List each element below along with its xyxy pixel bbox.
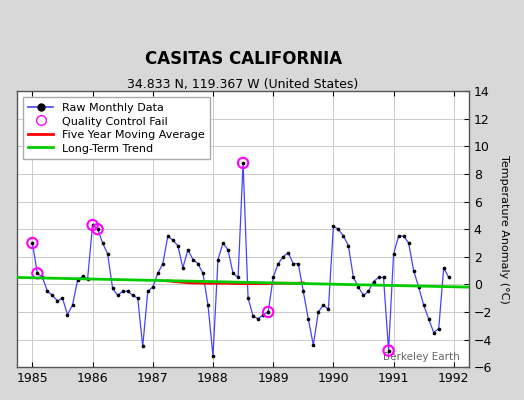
Text: Berkeley Earth: Berkeley Earth [383,352,460,362]
Point [324,306,333,312]
Point [339,233,347,239]
Point [264,309,272,315]
Point [385,347,393,354]
Point [405,240,413,246]
Point [304,316,312,322]
Text: CASITAS CALIFORNIA: CASITAS CALIFORNIA [145,50,342,68]
Point [234,274,242,281]
Point [33,270,41,276]
Point [434,325,443,332]
Point [385,347,393,354]
Point [309,342,318,348]
Point [43,288,52,294]
Point [424,316,433,322]
Point [53,298,62,304]
Point [414,284,423,290]
Point [289,260,298,267]
Point [374,274,383,281]
Point [409,267,418,274]
Point [199,270,207,276]
Point [169,237,177,243]
Point [134,295,142,301]
Point [349,274,357,281]
Point [128,292,137,298]
Point [89,222,97,228]
Point [103,251,112,257]
Point [144,288,152,294]
Point [159,260,167,267]
Point [163,233,172,239]
Point [204,302,212,308]
Point [28,240,37,246]
Point [173,242,182,249]
Point [259,312,267,318]
Point [38,274,47,281]
Point [79,273,87,279]
Y-axis label: Temperature Anomaly (°C): Temperature Anomaly (°C) [499,155,509,304]
Point [239,160,247,166]
Point [420,302,428,308]
Point [108,285,117,292]
Point [395,233,403,239]
Point [329,223,337,230]
Point [63,312,72,318]
Point [244,295,252,301]
Point [359,292,368,298]
Point [440,264,448,271]
Point [249,313,257,319]
Point [209,353,217,359]
Point [369,278,378,285]
Point [189,256,197,263]
Point [33,270,41,276]
Point [274,260,282,267]
Point [334,226,343,232]
Point [389,251,398,257]
Point [118,288,127,294]
Point [154,270,162,276]
Point [194,260,202,267]
Point [138,343,147,350]
Legend: Raw Monthly Data, Quality Control Fail, Five Year Moving Average, Long-Term Tren: Raw Monthly Data, Quality Control Fail, … [23,97,210,159]
Point [319,302,328,308]
Point [224,247,232,253]
Point [93,226,102,232]
Title: 34.833 N, 119.367 W (United States): 34.833 N, 119.367 W (United States) [127,78,359,91]
Point [124,288,132,294]
Point [379,274,388,281]
Point [254,316,263,322]
Point [68,302,77,308]
Point [294,260,302,267]
Point [179,264,187,271]
Point [299,288,308,294]
Point [99,240,107,246]
Point [314,309,322,315]
Point [344,242,353,249]
Point [229,270,237,276]
Point [214,256,222,263]
Point [264,309,272,315]
Point [149,284,157,290]
Point [73,277,82,284]
Point [219,240,227,246]
Point [114,292,122,298]
Point [364,288,373,294]
Point [239,160,247,166]
Point [284,250,292,256]
Point [399,233,408,239]
Point [28,240,37,246]
Point [269,274,277,281]
Point [83,276,92,282]
Point [444,274,453,281]
Point [58,295,67,301]
Point [184,247,192,253]
Point [89,222,97,228]
Point [48,292,57,298]
Point [93,226,102,232]
Point [354,284,363,290]
Point [279,254,288,260]
Point [430,330,438,336]
